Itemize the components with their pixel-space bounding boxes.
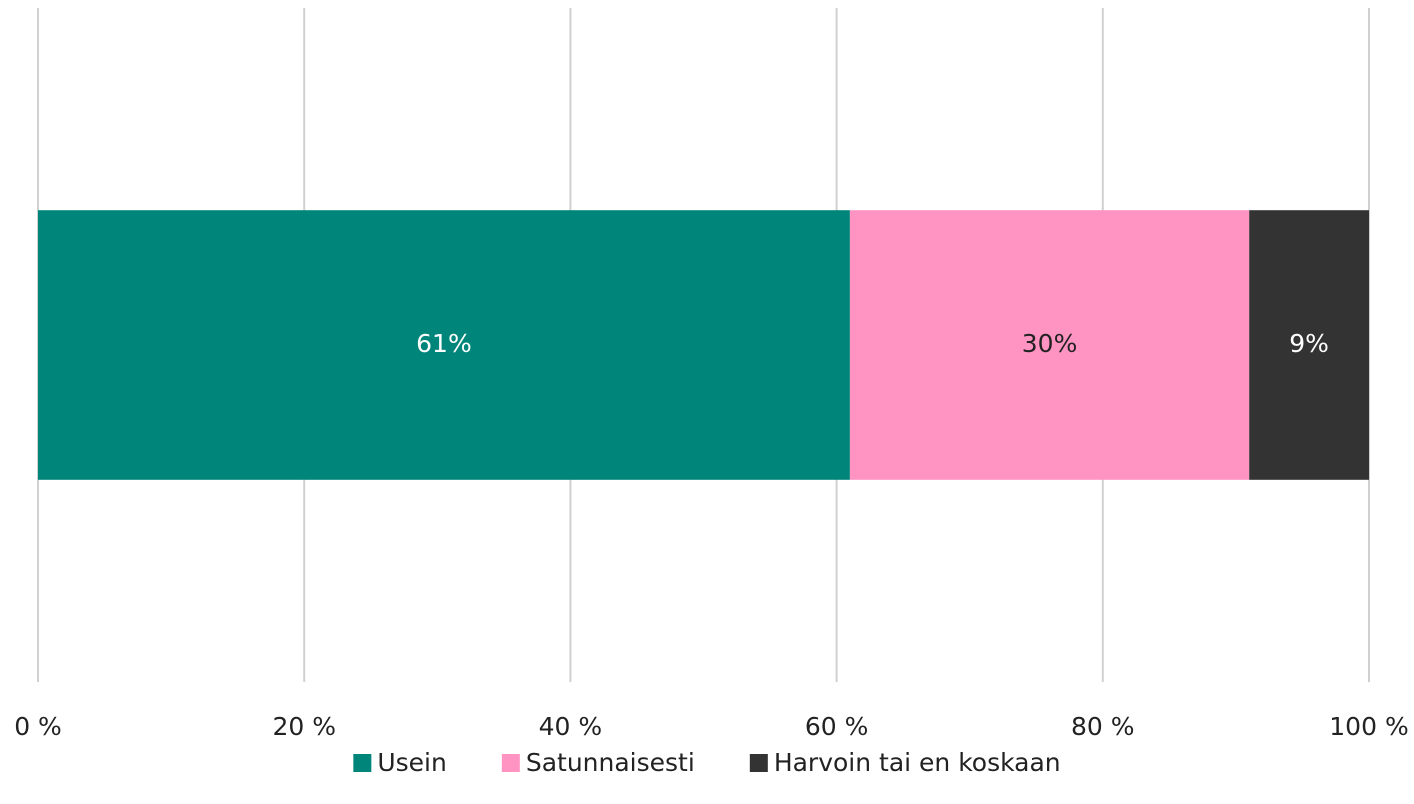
legend-label: Harvoin tai en koskaan <box>774 748 1061 777</box>
legend-label: Usein <box>377 748 447 777</box>
x-tick-label: 20 % <box>272 712 336 741</box>
legend-swatch <box>353 754 372 772</box>
x-tick-label: 40 % <box>539 712 603 741</box>
x-tick-label: 80 % <box>1071 712 1135 741</box>
legend-swatch <box>749 754 768 772</box>
x-tick-label: 100 % <box>1329 712 1408 741</box>
legend-swatch <box>501 754 520 772</box>
data-label: 9% <box>1289 329 1329 358</box>
x-tick-label: 60 % <box>805 712 869 741</box>
bar-segment <box>849 210 1250 480</box>
legend-label: Satunnaisesti <box>526 748 695 777</box>
data-label: 61% <box>416 329 472 358</box>
x-tick-label: 0 % <box>14 712 62 741</box>
bar-segment <box>1249 210 1369 480</box>
bar-segment <box>38 210 850 480</box>
data-label: 30% <box>1022 329 1078 358</box>
